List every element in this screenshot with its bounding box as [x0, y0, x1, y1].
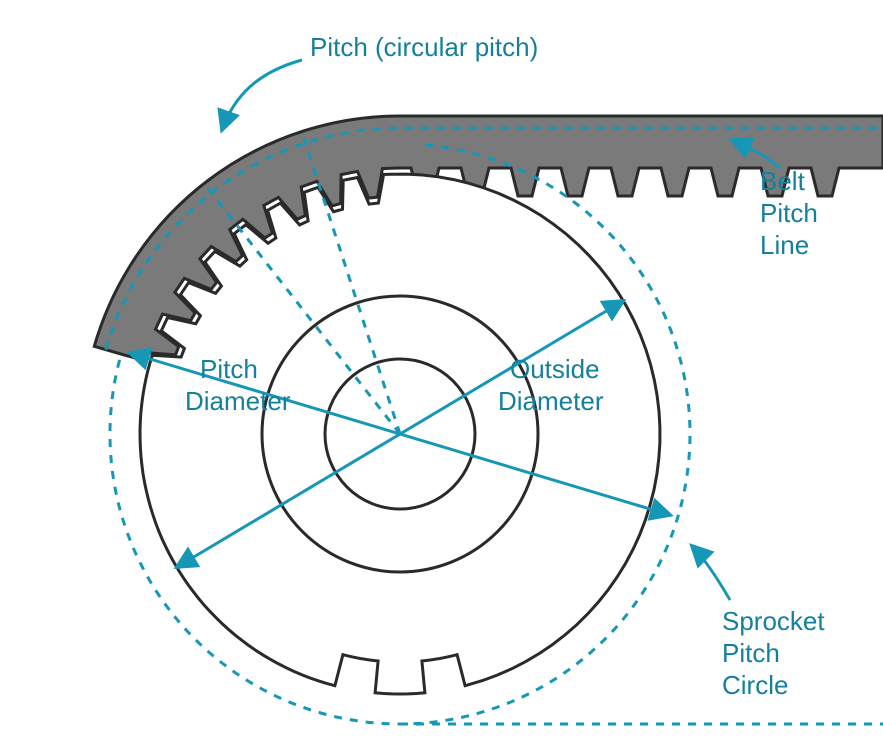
label-outside-diameter-1: Outside [510, 354, 600, 384]
label-sprocket-pitch-1: Sprocket [722, 606, 825, 636]
label-pitch-diameter-1: Pitch [200, 354, 258, 384]
label-pitch: Pitch (circular pitch) [310, 32, 538, 62]
label-pitch-diameter-2: Diameter [185, 386, 291, 416]
timing-belt-pitch-diagram: Pitch (circular pitch) Belt Pitch Line S… [0, 0, 883, 756]
pitch-callout-leader [222, 60, 302, 130]
label-belt-pitch-line-2: Pitch [760, 198, 818, 228]
sprocket-pitch-callout-leader [692, 546, 730, 600]
label-sprocket-pitch-2: Pitch [722, 638, 780, 668]
label-sprocket-pitch-3: Circle [722, 670, 788, 700]
label-belt-pitch-line-3: Line [760, 230, 809, 260]
label-outside-diameter-2: Diameter [498, 386, 604, 416]
label-belt-pitch-line-1: Belt [760, 166, 806, 196]
